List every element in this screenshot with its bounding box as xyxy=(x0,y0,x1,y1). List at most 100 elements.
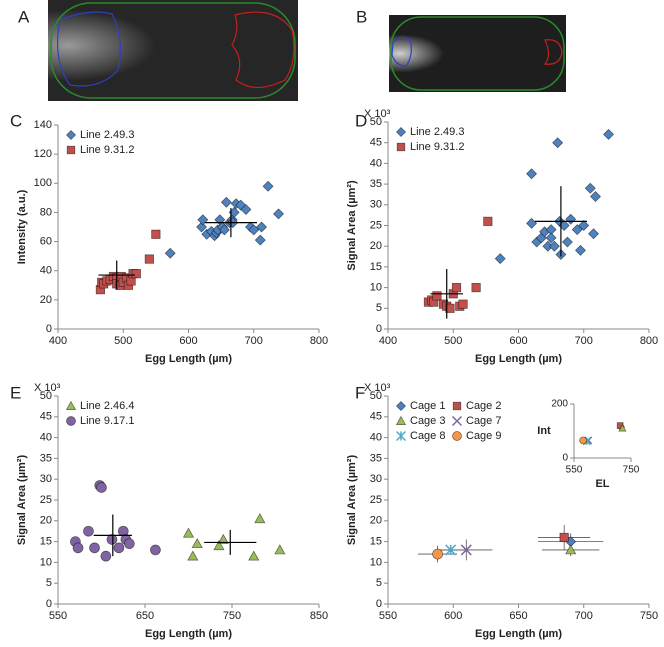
legend-label: Cage 1 xyxy=(410,400,445,412)
x-tick-label: 750 xyxy=(223,610,241,622)
micrograph xyxy=(48,0,298,101)
x-axis-label: Egg Length (µm) xyxy=(475,353,562,365)
y-tick-label: 10 xyxy=(370,282,382,294)
legend-marker xyxy=(451,415,463,427)
y-tick-label: 50 xyxy=(370,116,382,128)
y-axis-label: Signal Area (µm²) xyxy=(16,455,28,546)
marker xyxy=(460,544,472,556)
legend-label: Line 9.17.1 xyxy=(80,415,134,427)
y-tick-label: 5 xyxy=(376,302,382,314)
x-tick-label: 700 xyxy=(245,335,263,347)
legend-label: Cage 8 xyxy=(410,430,445,442)
x-tick-label: 700 xyxy=(575,335,593,347)
marker xyxy=(213,540,225,551)
marker xyxy=(618,424,627,432)
x-tick-label: 400 xyxy=(379,335,397,347)
marker xyxy=(584,182,596,194)
marker xyxy=(526,168,538,180)
marker xyxy=(445,303,455,313)
marker xyxy=(164,247,176,259)
marker xyxy=(574,244,586,256)
x-tick-label: 750 xyxy=(623,465,640,476)
marker xyxy=(432,548,443,560)
x-tick-label: 800 xyxy=(310,335,328,347)
marker xyxy=(256,221,268,233)
axis-multiplier: X 10³ xyxy=(364,108,391,120)
marker xyxy=(590,191,601,203)
marker xyxy=(144,254,154,264)
y-tick-label: 20 xyxy=(370,515,382,527)
x-tick-label: 750 xyxy=(640,610,658,622)
marker xyxy=(545,232,557,244)
legend-marker xyxy=(395,415,407,425)
panel-label: F xyxy=(355,383,365,402)
marker xyxy=(151,229,161,239)
y-tick-label: 0 xyxy=(562,453,568,464)
marker xyxy=(451,283,462,293)
legend-marker xyxy=(396,127,406,137)
marker xyxy=(83,525,94,537)
legend-label: Cage 2 xyxy=(466,400,501,412)
y-tick-label: 140 xyxy=(34,119,52,131)
marker xyxy=(131,269,141,279)
legend-marker xyxy=(396,401,406,411)
legend-label: Cage 3 xyxy=(410,415,445,427)
y-tick-label: 25 xyxy=(40,494,52,506)
x-tick-label: 550 xyxy=(379,610,397,622)
x-tick-label: 600 xyxy=(509,335,527,347)
y-tick-label: 40 xyxy=(370,432,382,444)
marker xyxy=(559,532,569,543)
y-axis-label: Signal Area (µm²) xyxy=(346,180,358,271)
legend-label: Line 2.49.3 xyxy=(80,129,134,141)
legend-label: Cage 9 xyxy=(466,430,501,442)
y-tick-label: 20 xyxy=(40,515,52,527)
panel-label: A xyxy=(18,7,30,26)
y-tick-label: 30 xyxy=(370,473,382,485)
marker xyxy=(72,542,84,554)
micrograph xyxy=(389,15,566,92)
y-tick-label: 50 xyxy=(370,390,382,402)
legend-label: Line 9.31.2 xyxy=(80,144,134,156)
legend-marker xyxy=(66,416,76,426)
marker xyxy=(561,236,573,248)
marker xyxy=(123,538,135,550)
legend-marker xyxy=(66,145,76,155)
y-tick-label: 0 xyxy=(376,323,382,335)
x-tick-label: 650 xyxy=(136,610,154,622)
marker xyxy=(150,544,161,556)
marker xyxy=(432,291,442,301)
inset-y-label: Int xyxy=(537,425,551,437)
x-tick-label: 600 xyxy=(179,335,197,347)
x-axis-label: Egg Length (µm) xyxy=(475,628,562,640)
marker xyxy=(494,253,506,265)
y-tick-label: 25 xyxy=(370,494,382,506)
x-tick-label: 850 xyxy=(310,610,328,622)
legend-marker xyxy=(395,430,407,442)
y-tick-label: 25 xyxy=(370,219,382,231)
marker xyxy=(565,213,577,225)
x-tick-label: 500 xyxy=(114,335,132,347)
marker xyxy=(273,208,285,220)
marker xyxy=(483,216,493,226)
marker xyxy=(240,204,252,216)
marker xyxy=(526,217,538,229)
marker xyxy=(603,128,615,140)
legend-marker xyxy=(452,431,462,441)
x-tick-label: 650 xyxy=(509,610,527,622)
inset-x-label: EL xyxy=(595,478,609,490)
legend-marker xyxy=(66,130,76,140)
marker xyxy=(565,544,577,555)
y-tick-label: 40 xyxy=(40,265,52,277)
marker xyxy=(254,512,266,524)
x-tick-label: 600 xyxy=(444,610,462,622)
y-tick-label: 35 xyxy=(370,452,382,464)
x-tick-label: 700 xyxy=(575,610,593,622)
marker xyxy=(274,544,286,555)
x-axis-label: Egg Length (µm) xyxy=(145,628,232,640)
marker xyxy=(552,137,564,149)
y-tick-label: 45 xyxy=(370,411,382,423)
panel-label: B xyxy=(356,7,367,26)
marker xyxy=(89,542,100,554)
x-tick-label: 800 xyxy=(640,335,658,347)
legend-label: Cage 7 xyxy=(466,415,501,427)
